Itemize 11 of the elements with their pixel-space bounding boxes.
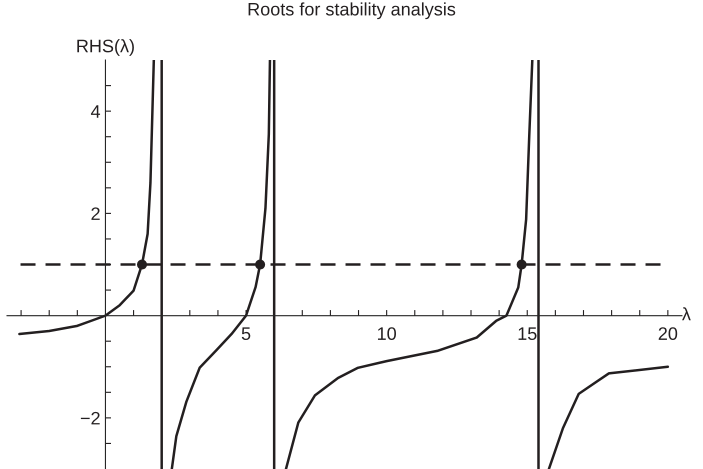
x-tick-label: 15	[518, 327, 537, 340]
x-tick-label: 10	[378, 327, 396, 340]
line-series	[548, 366, 670, 469]
y-tick-label: −2	[80, 412, 100, 424]
x-axis-title: λ	[682, 307, 691, 320]
y-tick-label: 2	[91, 207, 100, 220]
chart-title: Roots for stability analysis	[248, 2, 456, 20]
x-tick-label: 5	[242, 327, 250, 340]
y-axis-title: RHS(λ)	[77, 39, 134, 56]
x-tick-label: 20	[658, 327, 678, 340]
y-tick-label: 4	[90, 105, 100, 118]
